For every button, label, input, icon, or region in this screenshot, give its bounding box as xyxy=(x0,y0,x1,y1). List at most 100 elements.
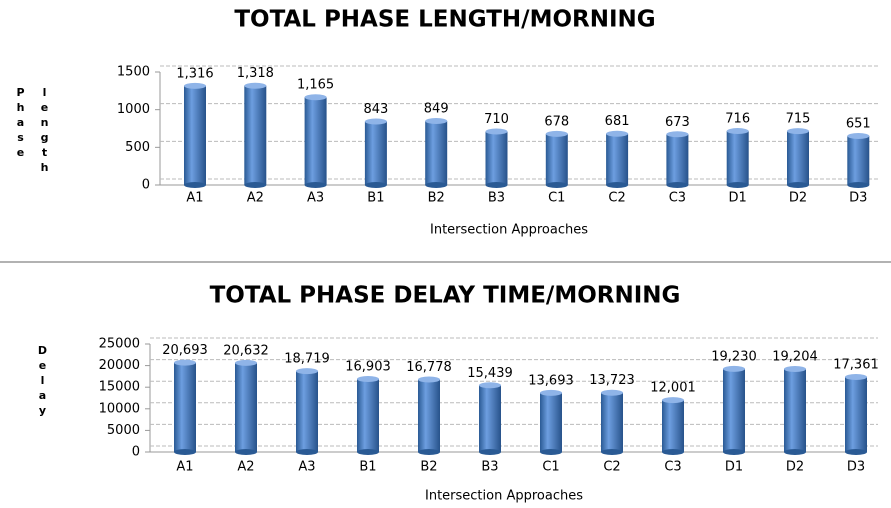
y-tick-label: 10000 xyxy=(99,401,140,416)
bar-top xyxy=(606,130,629,137)
bar-top xyxy=(787,128,809,135)
bar-base xyxy=(726,182,749,188)
bar-top xyxy=(418,376,440,383)
chart-title: TOTAL PHASE LENGTH/MORNING xyxy=(234,7,655,33)
x-tick-label: D2 xyxy=(786,460,804,475)
value-label: 12,001 xyxy=(650,381,696,396)
value-label: 16,903 xyxy=(345,359,391,374)
bar xyxy=(787,131,809,185)
y-tick-label: 20000 xyxy=(99,358,140,373)
x-tick-label: C1 xyxy=(542,460,559,475)
bar-base xyxy=(425,182,448,188)
value-label: 673 xyxy=(665,115,690,130)
x-tick-label: C3 xyxy=(669,191,686,206)
bar-top xyxy=(601,389,623,396)
bar xyxy=(244,85,267,185)
x-tick-label: C2 xyxy=(608,191,625,206)
bar-base xyxy=(485,182,508,188)
y-tick-label: 5000 xyxy=(107,423,140,438)
bar-top xyxy=(357,375,379,382)
chart-title: TOTAL PHASE DELAY TIME/MORNING xyxy=(210,283,681,309)
value-label: 20,693 xyxy=(162,343,208,358)
x-tick-label: A3 xyxy=(298,460,315,475)
value-label: 19,230 xyxy=(711,349,757,364)
y-tick-label: 15000 xyxy=(99,380,140,395)
bar-top xyxy=(244,82,267,89)
x-tick-label: D3 xyxy=(847,460,865,475)
bar-base xyxy=(845,449,867,455)
value-label: 13,723 xyxy=(589,373,635,388)
value-label: 678 xyxy=(544,114,569,129)
bar-base xyxy=(304,182,327,188)
bar xyxy=(418,379,440,452)
y-tick-label: 25000 xyxy=(99,337,140,352)
bar-top xyxy=(545,130,568,137)
bar-top xyxy=(726,128,749,135)
bar xyxy=(485,131,508,185)
bar xyxy=(425,121,448,185)
bar-base xyxy=(606,182,629,188)
bar-top xyxy=(174,359,196,366)
bar-base xyxy=(847,182,870,188)
bar xyxy=(845,377,867,452)
y-tick-label: 1000 xyxy=(117,102,150,117)
bar-base xyxy=(787,182,809,188)
bar xyxy=(357,378,379,452)
bar xyxy=(235,362,257,452)
bar-base xyxy=(479,449,501,455)
bar-base xyxy=(184,182,206,188)
y-axis-label: Phase length xyxy=(14,86,51,176)
x-tick-label: B2 xyxy=(420,460,437,475)
bar-top xyxy=(666,131,689,138)
bar-base xyxy=(296,449,318,455)
bar xyxy=(606,133,629,185)
value-label: 16,778 xyxy=(406,360,452,375)
x-tick-label: C3 xyxy=(664,460,681,475)
bar-top xyxy=(184,82,206,89)
bar-base xyxy=(357,449,379,455)
bar-top xyxy=(845,374,867,381)
bar-base xyxy=(540,449,562,455)
x-tick-label: A2 xyxy=(237,460,254,475)
bar-top xyxy=(235,359,257,366)
value-label: 651 xyxy=(846,116,871,131)
bar xyxy=(666,134,689,185)
value-label: 1,316 xyxy=(176,66,213,81)
bar-top xyxy=(479,382,501,389)
bar-top xyxy=(723,365,745,372)
value-label: 1,165 xyxy=(297,78,334,93)
bar-top xyxy=(425,118,448,125)
x-tick-label: B1 xyxy=(359,460,376,475)
bar-base xyxy=(418,449,440,455)
x-tick-label: D1 xyxy=(729,191,747,206)
bar-top xyxy=(485,128,508,135)
bar xyxy=(479,385,501,452)
x-axis-label: Intersection Approaches xyxy=(430,223,588,238)
y-axis-label: Delay xyxy=(36,344,49,419)
bar xyxy=(184,85,206,185)
bar xyxy=(364,121,387,185)
x-tick-label: A1 xyxy=(186,191,203,206)
x-tick-label: A1 xyxy=(176,460,193,475)
bar-top xyxy=(784,366,806,373)
y-tick-label: 0 xyxy=(142,178,150,193)
value-label: 20,632 xyxy=(223,343,269,358)
y-tick-label: 0 xyxy=(132,445,140,460)
x-tick-label: C1 xyxy=(548,191,565,206)
x-tick-label: B1 xyxy=(367,191,384,206)
x-tick-label: A3 xyxy=(307,191,324,206)
bar xyxy=(174,362,196,452)
bar xyxy=(726,131,749,185)
bar-base xyxy=(235,449,257,455)
bar-base xyxy=(723,449,745,455)
bar-base xyxy=(666,182,689,188)
x-axis-label: Intersection Approaches xyxy=(425,489,583,504)
x-tick-label: B2 xyxy=(428,191,445,206)
value-label: 843 xyxy=(363,102,388,117)
bar xyxy=(304,97,327,185)
bar xyxy=(662,400,684,452)
value-label: 710 xyxy=(484,112,509,127)
bar-base xyxy=(244,182,267,188)
